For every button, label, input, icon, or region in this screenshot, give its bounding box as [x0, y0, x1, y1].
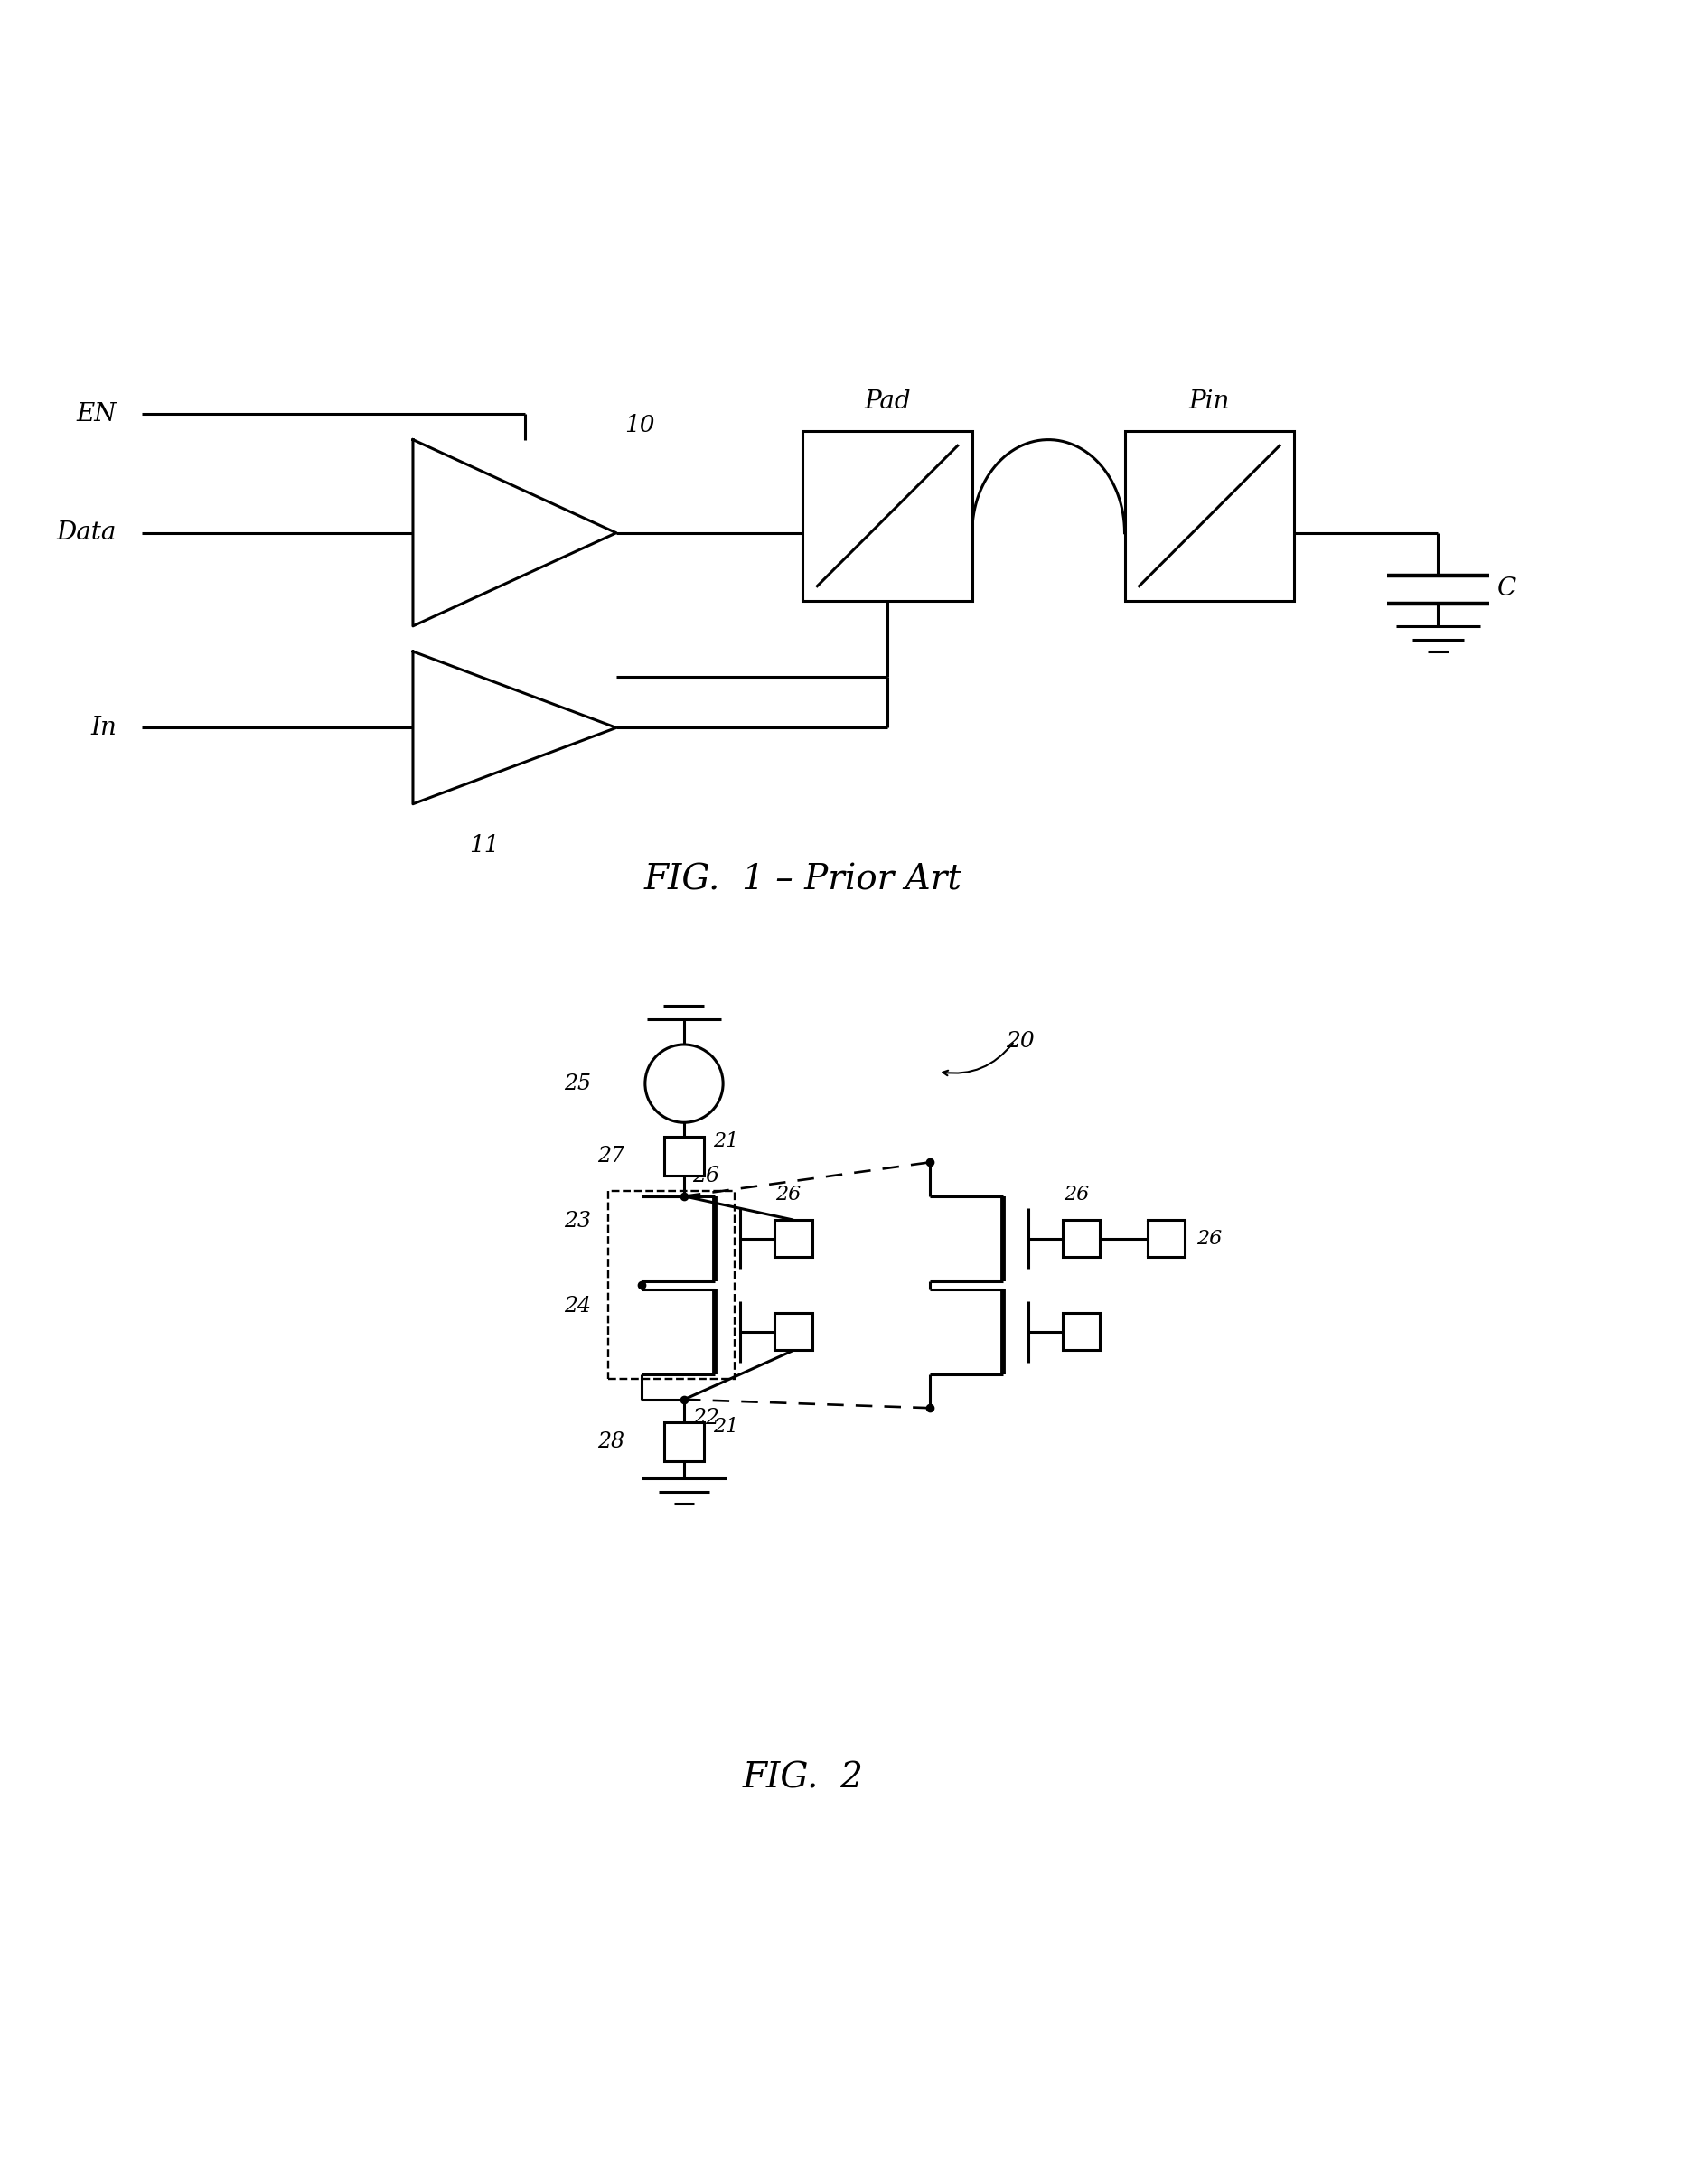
Text: 11: 11	[469, 834, 498, 856]
Text: Data: Data	[56, 520, 116, 546]
Text: 20: 20	[1005, 1031, 1034, 1051]
Text: Pin: Pin	[1188, 391, 1229, 415]
Text: 27: 27	[597, 1147, 625, 1166]
Text: FIG.  1 – Prior Art: FIG. 1 – Prior Art	[644, 863, 961, 898]
Text: EN: EN	[77, 402, 116, 426]
Bar	[802, 430, 971, 601]
Text: 26: 26	[775, 1184, 801, 1206]
Bar	[664, 1138, 703, 1175]
Text: 23: 23	[563, 1212, 591, 1232]
Bar	[1063, 1313, 1099, 1350]
Text: 21: 21	[714, 1417, 739, 1437]
Text: 25: 25	[563, 1072, 591, 1094]
Text: 26: 26	[1197, 1230, 1222, 1249]
Circle shape	[645, 1044, 724, 1123]
Text: 10: 10	[625, 413, 655, 437]
Bar	[608, 1190, 736, 1378]
Text: FIG.  2: FIG. 2	[743, 1762, 864, 1795]
Text: In: In	[90, 716, 116, 740]
Text: 24: 24	[563, 1295, 591, 1317]
Bar	[1125, 430, 1294, 601]
Text: Pad: Pad	[864, 391, 912, 415]
Text: 21: 21	[714, 1131, 739, 1151]
Text: 22: 22	[693, 1409, 720, 1428]
Text: 28: 28	[597, 1431, 625, 1452]
Text: 26: 26	[1063, 1184, 1089, 1206]
Bar	[664, 1422, 703, 1461]
Text: C: C	[1497, 577, 1516, 601]
Text: 26: 26	[693, 1166, 720, 1186]
Bar	[775, 1313, 813, 1350]
Bar	[1147, 1221, 1185, 1258]
Bar	[775, 1221, 813, 1258]
Bar	[1063, 1221, 1099, 1258]
